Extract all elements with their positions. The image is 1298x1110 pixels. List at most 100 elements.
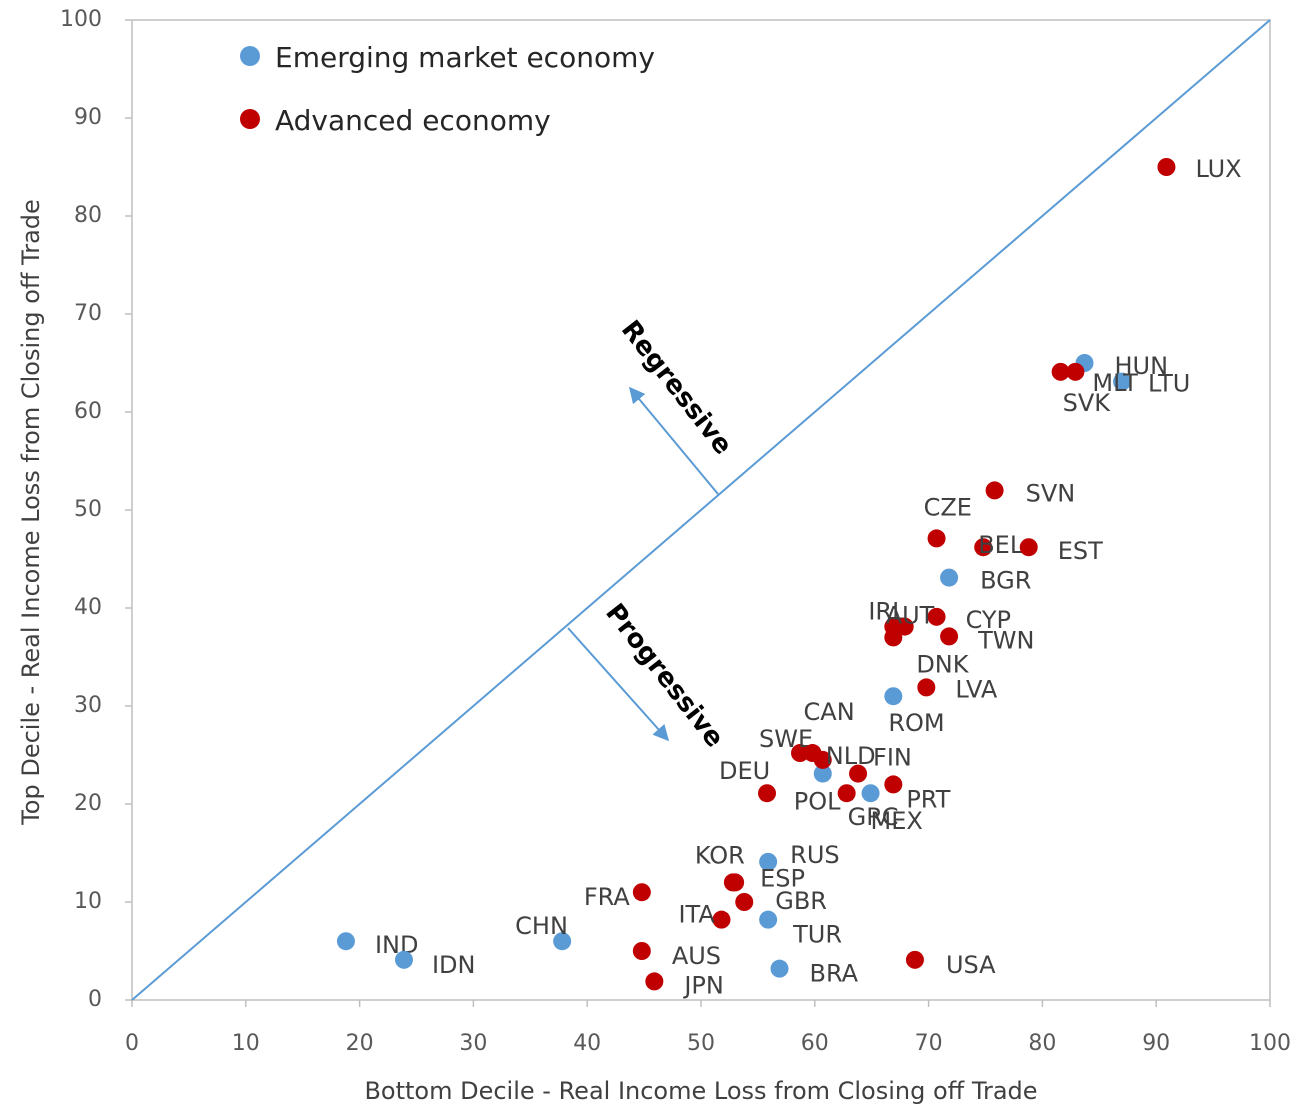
point bbox=[861, 784, 880, 803]
point bbox=[837, 784, 856, 803]
y-tick-label: 90 bbox=[74, 105, 102, 130]
point bbox=[791, 744, 810, 763]
legend-label: Advanced economy bbox=[275, 104, 551, 137]
point bbox=[770, 959, 789, 978]
data-label: IDN bbox=[432, 951, 476, 979]
data-label: CAN bbox=[804, 698, 855, 726]
data-label: LTU bbox=[1148, 370, 1190, 398]
point bbox=[1051, 362, 1070, 381]
x-tick-label: 30 bbox=[459, 1031, 487, 1056]
data-label: ROM bbox=[888, 709, 944, 737]
point bbox=[940, 627, 959, 646]
y-tick-label: 30 bbox=[74, 693, 102, 718]
point bbox=[940, 568, 959, 587]
data-label: NLD bbox=[826, 742, 876, 770]
point bbox=[1066, 362, 1085, 381]
arrow bbox=[628, 386, 719, 495]
point bbox=[884, 775, 903, 794]
point bbox=[735, 893, 754, 911]
data-label: FRA bbox=[584, 883, 631, 911]
y-tick-label: 10 bbox=[74, 889, 102, 914]
point bbox=[759, 910, 778, 929]
data-label: CYP bbox=[966, 606, 1011, 634]
data-label: AUS bbox=[672, 942, 721, 970]
point bbox=[813, 750, 832, 769]
annotation: Progressive bbox=[599, 598, 729, 753]
point bbox=[712, 910, 731, 929]
y-tick-label: 60 bbox=[74, 399, 102, 424]
data-label: KOR bbox=[695, 841, 745, 869]
point bbox=[1019, 538, 1038, 557]
point bbox=[974, 538, 993, 557]
legend-marker bbox=[240, 46, 260, 66]
y-tick-label: 50 bbox=[74, 497, 102, 522]
data-label: CHN bbox=[515, 912, 568, 940]
y-tick-label: 0 bbox=[88, 987, 102, 1012]
point bbox=[1113, 372, 1132, 391]
point bbox=[726, 873, 745, 892]
point bbox=[632, 883, 651, 902]
point bbox=[645, 972, 664, 991]
data-label: RUS bbox=[790, 841, 839, 869]
x-tick-label: 100 bbox=[1249, 1031, 1291, 1056]
y-tick-label: 80 bbox=[74, 203, 102, 228]
data-label: TUR bbox=[792, 921, 842, 949]
point bbox=[813, 764, 832, 783]
point bbox=[927, 607, 946, 626]
data-label: LUX bbox=[1195, 155, 1241, 183]
point bbox=[884, 687, 903, 706]
point bbox=[927, 529, 946, 548]
x-tick-label: 40 bbox=[573, 1031, 601, 1056]
point bbox=[394, 950, 413, 969]
point bbox=[1157, 158, 1176, 176]
data-label: SVK bbox=[1063, 389, 1112, 417]
data-label: MEX bbox=[871, 807, 923, 835]
x-tick-label: 80 bbox=[1028, 1031, 1056, 1056]
data-label: BRA bbox=[810, 960, 859, 988]
data-label: GBR bbox=[775, 887, 827, 915]
data-label: EST bbox=[1058, 537, 1103, 565]
data-label: BGR bbox=[980, 567, 1031, 595]
data-label: FIN bbox=[873, 744, 912, 772]
data-label: ESP bbox=[760, 864, 805, 892]
data-label: USA bbox=[946, 951, 996, 979]
legend-label: Emerging market economy bbox=[275, 41, 655, 74]
x-tick-label: 20 bbox=[346, 1031, 374, 1056]
point bbox=[553, 932, 572, 951]
y-tick-label: 40 bbox=[74, 595, 102, 620]
x-tick-label: 50 bbox=[687, 1031, 715, 1056]
x-tick-label: 90 bbox=[1142, 1031, 1170, 1056]
x-tick-label: 60 bbox=[801, 1031, 829, 1056]
data-label: PRT bbox=[906, 785, 950, 813]
arrow bbox=[567, 627, 670, 742]
annotation: Regressive bbox=[615, 315, 738, 460]
data-label: TWN bbox=[977, 626, 1034, 654]
x-tick-label: 70 bbox=[915, 1031, 943, 1056]
y-tick-label: 20 bbox=[74, 791, 102, 816]
data-label: LVA bbox=[955, 675, 998, 703]
point bbox=[632, 942, 651, 960]
point bbox=[895, 617, 914, 636]
data-label: MLT bbox=[1092, 369, 1138, 397]
diagonal-line bbox=[131, 19, 1271, 1001]
y-tick-label: 100 bbox=[60, 7, 102, 32]
data-label: BEL bbox=[978, 531, 1024, 559]
point bbox=[917, 678, 936, 697]
y-tick-label: 70 bbox=[74, 301, 102, 326]
point bbox=[905, 950, 924, 969]
data-label: ITA bbox=[678, 901, 715, 929]
legend-marker bbox=[240, 109, 260, 129]
data-label: DNK bbox=[916, 650, 969, 678]
point bbox=[336, 932, 355, 951]
x-tick-label: 10 bbox=[232, 1031, 260, 1056]
x-tick-label: 0 bbox=[125, 1031, 139, 1056]
data-label: DEU bbox=[719, 757, 770, 785]
point bbox=[849, 764, 868, 783]
data-label: GRC bbox=[848, 803, 899, 831]
y-axis-title: Top Decile - Real Income Loss from Closi… bbox=[17, 199, 45, 826]
point bbox=[884, 628, 903, 647]
x-axis-title: Bottom Decile - Real Income Loss from Cl… bbox=[364, 1077, 1037, 1105]
point bbox=[759, 852, 778, 871]
data-label: SVN bbox=[1026, 479, 1076, 507]
